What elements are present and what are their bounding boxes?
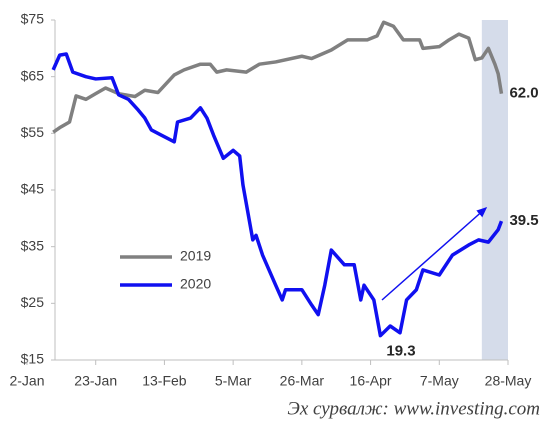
x-tick-label: 7-May xyxy=(420,373,459,389)
source: Эх сурвалж: www.investing.com xyxy=(287,398,540,419)
series-line xyxy=(52,20,504,134)
x-tick-label: 23-Jan xyxy=(74,373,117,389)
y-tick-label: $25 xyxy=(21,294,45,310)
x-tick-label: 16-Apr xyxy=(350,373,392,389)
x-tick-label: 26-Mar xyxy=(280,373,325,389)
annotation: 19.3 xyxy=(386,343,415,360)
y-tick-label: $35 xyxy=(21,237,45,253)
x-tick-label: 2-Jan xyxy=(9,373,44,389)
y-tick-label: $75 xyxy=(21,11,45,27)
legend-label: 2019 xyxy=(180,248,211,264)
x-tick-label: 13-Feb xyxy=(142,373,187,389)
y-tick-label: $45 xyxy=(21,181,45,197)
annotation: 62.0 xyxy=(509,85,538,102)
annotation: 39.5 xyxy=(509,212,538,229)
x-tick-label: 5-Mar xyxy=(215,373,252,389)
y-tick-label: $55 xyxy=(21,124,45,140)
x-tick-label: 28-May xyxy=(485,373,532,389)
series-line xyxy=(51,52,504,338)
legend-label: 2020 xyxy=(180,276,211,292)
y-tick-label: $65 xyxy=(21,67,45,83)
shade-band xyxy=(481,20,508,360)
shade-layer xyxy=(481,20,508,360)
y-tick-label: $15 xyxy=(21,351,45,367)
trend-arrow xyxy=(381,207,488,301)
